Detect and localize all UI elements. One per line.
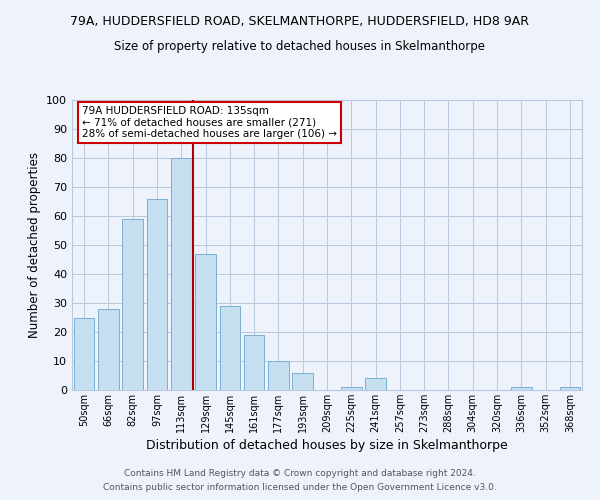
Bar — [171, 158, 191, 390]
Text: Size of property relative to detached houses in Skelmanthorpe: Size of property relative to detached ho… — [115, 40, 485, 53]
Bar — [74, 318, 94, 390]
Bar — [195, 254, 216, 390]
Text: Contains HM Land Registry data © Crown copyright and database right 2024.: Contains HM Land Registry data © Crown c… — [124, 468, 476, 477]
Bar — [268, 361, 289, 390]
Bar — [220, 306, 240, 390]
Bar — [341, 387, 362, 390]
Bar — [365, 378, 386, 390]
Bar — [511, 387, 532, 390]
X-axis label: Distribution of detached houses by size in Skelmanthorpe: Distribution of detached houses by size … — [146, 439, 508, 452]
Bar — [146, 198, 167, 390]
Bar — [122, 219, 143, 390]
Y-axis label: Number of detached properties: Number of detached properties — [28, 152, 41, 338]
Text: 79A HUDDERSFIELD ROAD: 135sqm
← 71% of detached houses are smaller (271)
28% of : 79A HUDDERSFIELD ROAD: 135sqm ← 71% of d… — [82, 106, 337, 139]
Bar — [98, 309, 119, 390]
Text: Contains public sector information licensed under the Open Government Licence v3: Contains public sector information licen… — [103, 484, 497, 492]
Text: 79A, HUDDERSFIELD ROAD, SKELMANTHORPE, HUDDERSFIELD, HD8 9AR: 79A, HUDDERSFIELD ROAD, SKELMANTHORPE, H… — [71, 15, 530, 28]
Bar — [244, 335, 265, 390]
Bar — [292, 372, 313, 390]
Bar — [560, 387, 580, 390]
